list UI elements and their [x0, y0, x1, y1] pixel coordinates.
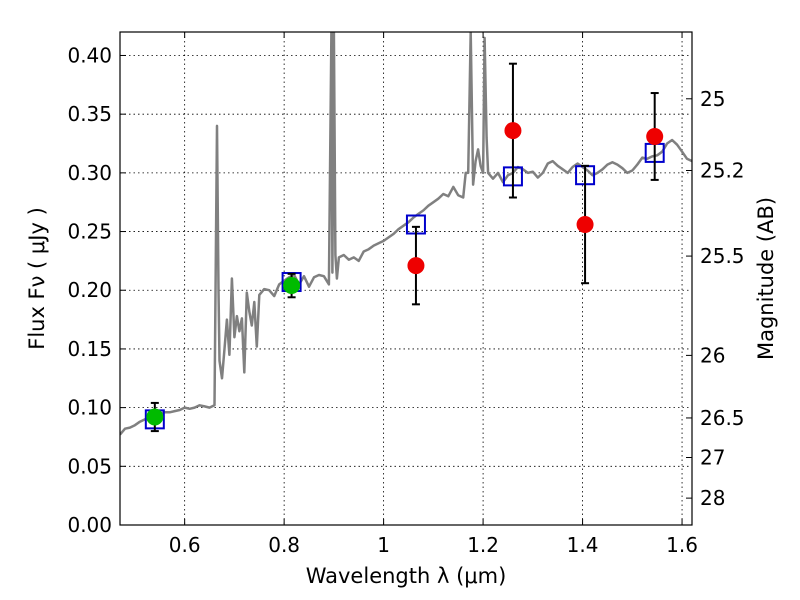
y2-tick-label: 28	[700, 486, 725, 510]
x-axis-title: Wavelength λ (μm)	[306, 564, 507, 588]
y-tick-label: 0.25	[67, 220, 112, 244]
y2-tick-label: 25.2	[700, 159, 745, 183]
y-tick-label: 0.35	[67, 102, 112, 126]
photometry-point	[146, 408, 164, 426]
y2-tick-label: 27	[700, 446, 725, 470]
photometry-layer	[144, 62, 665, 433]
y-tick-label: 0.00	[67, 513, 112, 537]
photometry-point	[576, 216, 594, 234]
y2-tick-label: 25	[700, 87, 725, 111]
x-tick-label: 1.4	[567, 533, 599, 557]
y-tick-label: 0.15	[67, 337, 112, 361]
photometry-point	[283, 277, 301, 295]
x-tick-label: 0.8	[268, 533, 300, 557]
x-tick-label: 0.6	[169, 533, 201, 557]
tick-layer: 0.6 0.8 1 1.2 1.4 1.6 0.00 0.05 0.10 0.15 0.20 0.25…	[67, 32, 745, 557]
x-tick-label: 1.2	[467, 533, 499, 557]
plot-frame	[119, 31, 693, 526]
grid-lines	[120, 32, 692, 526]
y-tick-label: 0.20	[67, 278, 112, 302]
photometry-point	[407, 257, 425, 275]
y2-tick-label: 26	[700, 343, 725, 367]
y-tick-label: 0.40	[67, 43, 112, 67]
y-tick-label: 0.30	[67, 161, 112, 185]
y-axis-title: Flux Fν ( μJy )	[25, 207, 49, 350]
x-tick-label: 1.6	[666, 533, 698, 557]
photometry-point	[504, 122, 522, 140]
photometry-point	[646, 127, 664, 145]
y2-tick-label: 26.5	[700, 406, 745, 430]
x-tick-label: 1	[377, 533, 390, 557]
y2-tick-label: 25.5	[700, 244, 745, 268]
right-axis-title: Magnitude (AB)	[754, 197, 778, 360]
y-tick-label: 0.05	[67, 454, 112, 478]
y-tick-label: 0.10	[67, 396, 112, 420]
